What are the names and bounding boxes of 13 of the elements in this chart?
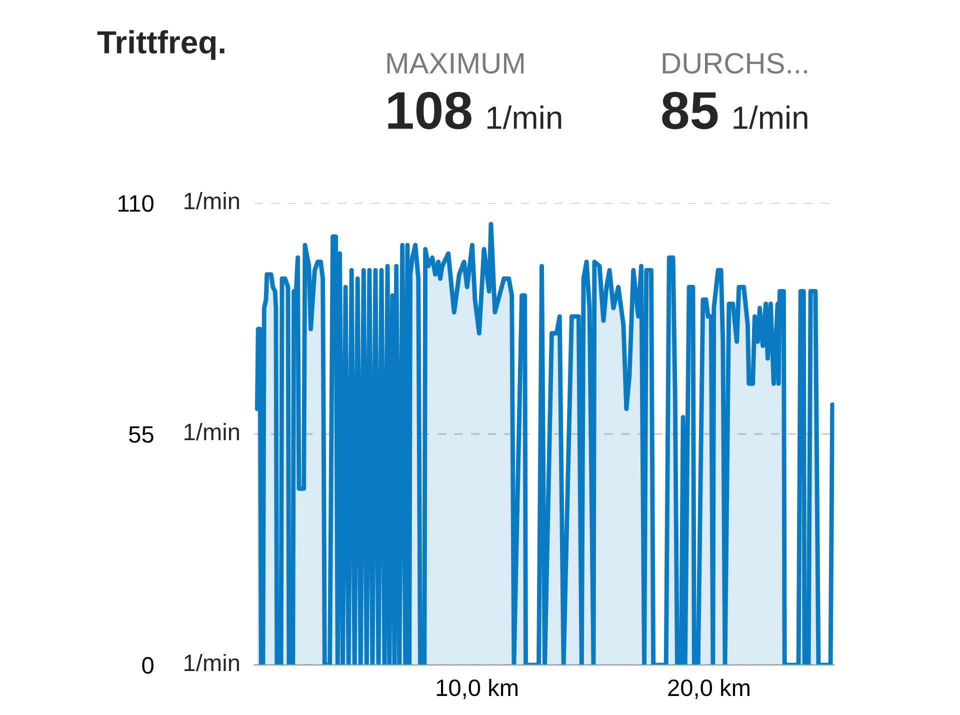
y-tick-label: 110 [118, 195, 154, 212]
y-tick-label: 55 [129, 426, 154, 443]
x-tick-label: 10,0 km [436, 678, 518, 699]
text: 85 1/min [662, 92, 808, 130]
text: MAXIMUM [387, 53, 524, 74]
text: 1/min [184, 423, 239, 440]
text: 108 1/min [388, 92, 562, 130]
x-tick-label: 20,0 km [668, 678, 750, 699]
y-tick-label: 0 [142, 657, 154, 674]
text: DURCHS... [662, 52, 807, 74]
y-axis-title: 1/min [184, 654, 239, 672]
chart-title: Trittfreq. [97, 30, 224, 60]
text: 1/min [184, 192, 239, 210]
